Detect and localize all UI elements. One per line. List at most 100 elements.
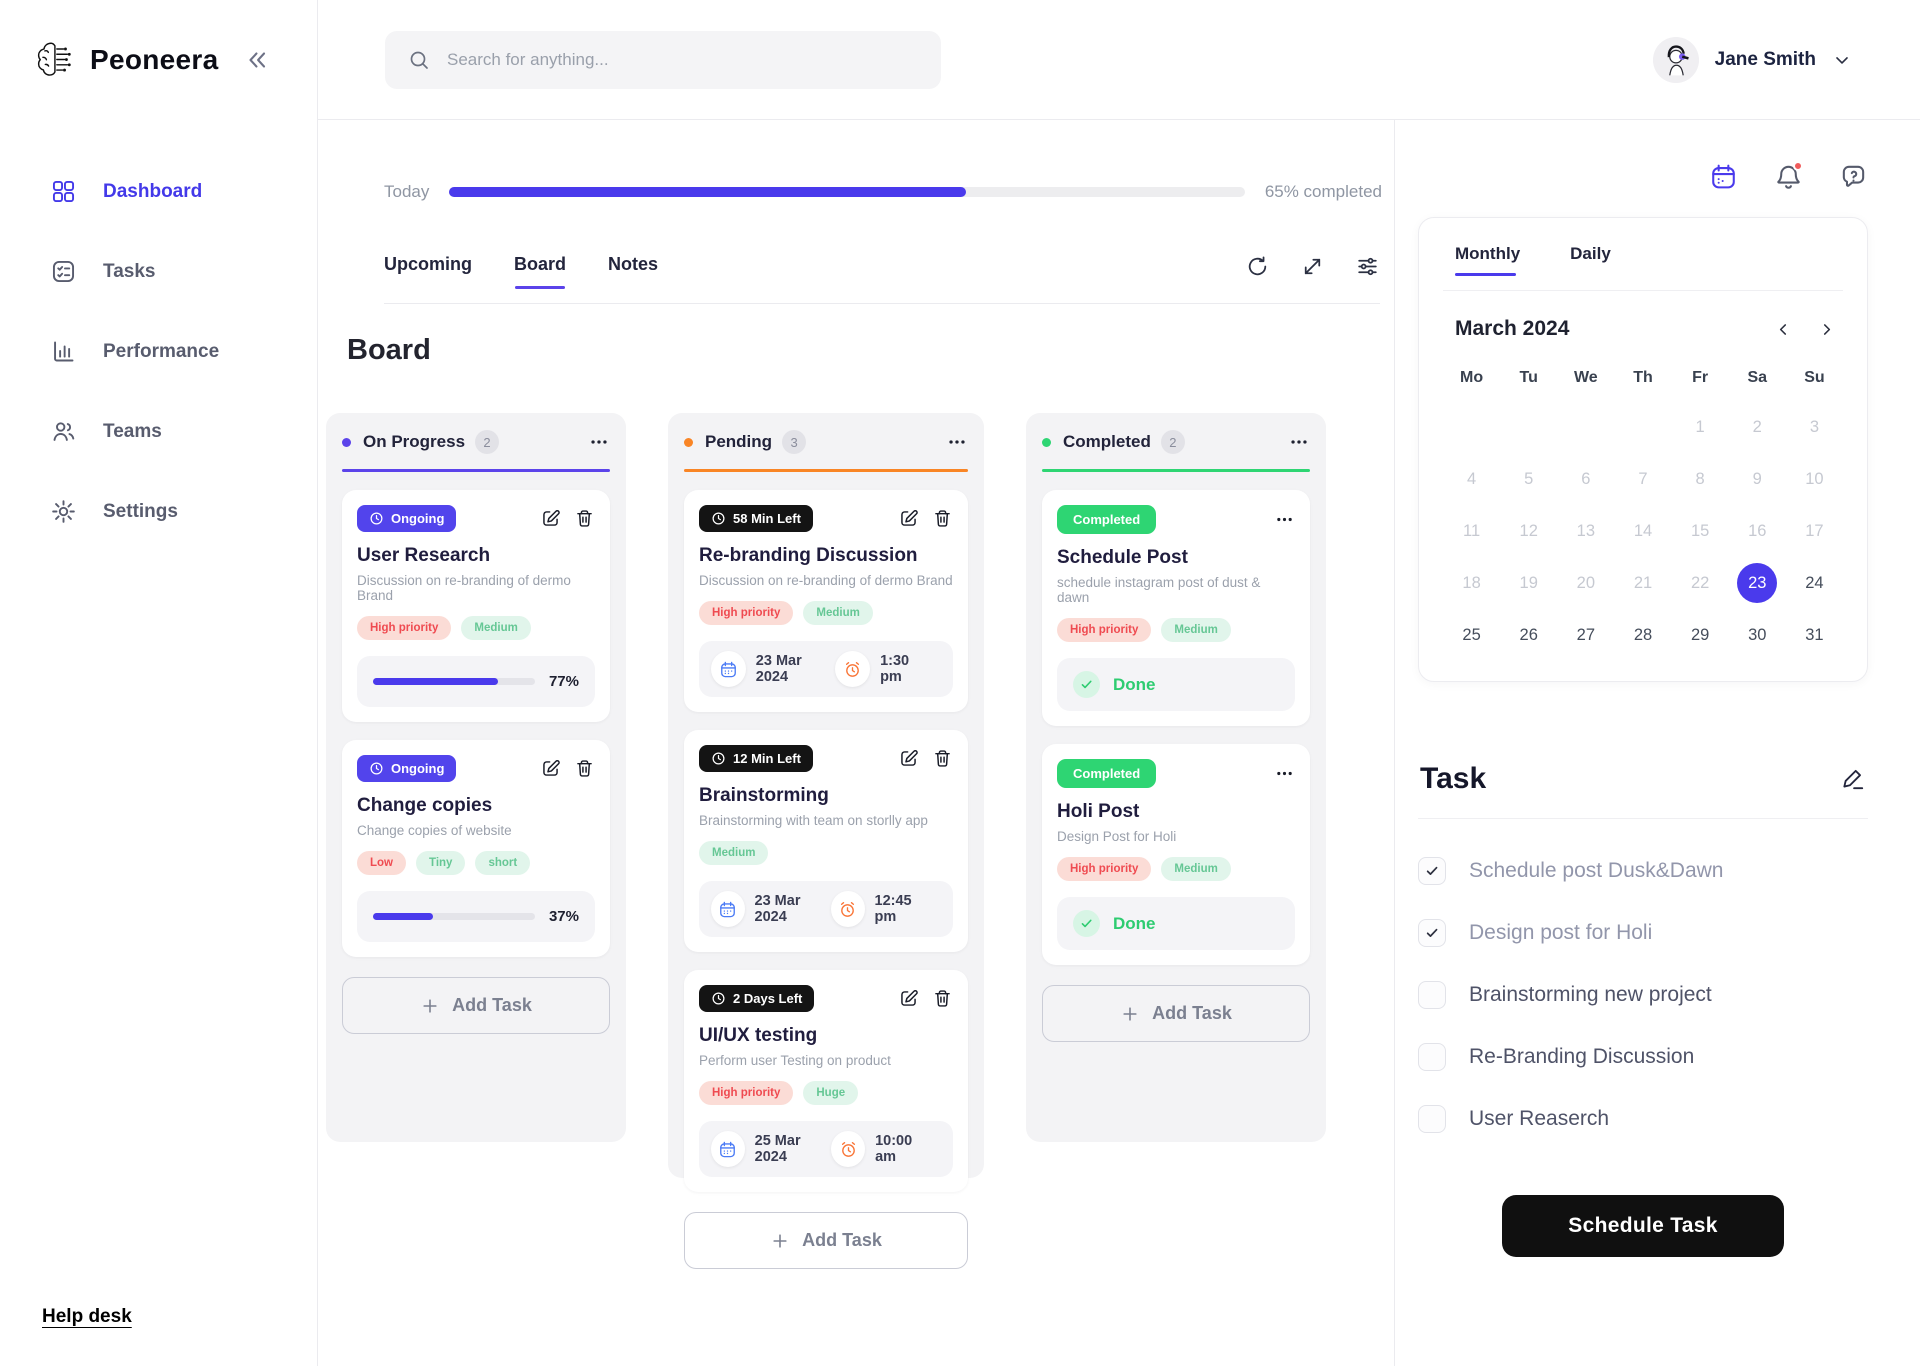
- calendar-icon[interactable]: [1709, 162, 1738, 191]
- task-card[interactable]: Completed Holi Post Design Post for Holi Hi…: [1042, 744, 1310, 965]
- task-card[interactable]: 12 Min Left Brainstorming Brainstorming wi…: [684, 730, 968, 952]
- column-more-icon[interactable]: [1288, 431, 1310, 453]
- column-header: Completed 2: [1042, 430, 1310, 454]
- edit-icon[interactable]: [898, 508, 919, 529]
- calendar-tab-monthly[interactable]: Monthly: [1455, 244, 1520, 276]
- calendar-tab-daily[interactable]: Daily: [1570, 244, 1611, 263]
- trash-icon[interactable]: [574, 758, 595, 779]
- calendar-day-selected[interactable]: 23: [1729, 559, 1786, 607]
- calendar-day[interactable]: 31: [1786, 611, 1843, 659]
- edit-icon[interactable]: [898, 988, 919, 1009]
- add-task-button[interactable]: Add Task: [342, 977, 610, 1034]
- calendar-day[interactable]: 29: [1672, 611, 1729, 659]
- card-more-icon[interactable]: [1274, 763, 1295, 784]
- calendar-day-number: 4: [1466, 469, 1477, 488]
- edit-icon[interactable]: [540, 758, 561, 779]
- calendar-day[interactable]: 11: [1443, 507, 1500, 555]
- calendar-day[interactable]: 4: [1443, 455, 1500, 503]
- user-menu[interactable]: Jane Smith: [1652, 36, 1852, 83]
- refresh-icon[interactable]: [1245, 254, 1270, 279]
- quick-icons: [1418, 161, 1868, 191]
- sidebar-item-teams[interactable]: Teams: [50, 418, 317, 445]
- trash-icon[interactable]: [932, 988, 953, 1009]
- calendar-day[interactable]: 12: [1500, 507, 1557, 555]
- task-card[interactable]: 58 Min Left Re-branding Discussion Discuss…: [684, 490, 968, 712]
- task-list-item: Design post for Holi: [1418, 919, 1868, 947]
- next-month-icon[interactable]: [1818, 321, 1835, 338]
- calendar-day[interactable]: 20: [1557, 559, 1614, 607]
- prev-month-icon[interactable]: [1775, 321, 1792, 338]
- task-card[interactable]: Ongoing User Research Discussion on re-bra…: [342, 490, 610, 722]
- edit-icon[interactable]: [540, 508, 561, 529]
- card-header: Completed: [1057, 759, 1295, 788]
- calendar-day[interactable]: 5: [1500, 455, 1557, 503]
- teams-icon: [50, 418, 77, 445]
- task-card[interactable]: Completed Schedule Post schedule instagram…: [1042, 490, 1310, 726]
- calendar-day[interactable]: 6: [1557, 455, 1614, 503]
- trash-icon[interactable]: [932, 508, 953, 529]
- edit-tasks-icon[interactable]: [1840, 766, 1866, 792]
- column-more-icon[interactable]: [946, 431, 968, 453]
- calendar-day[interactable]: 18: [1443, 559, 1500, 607]
- checkbox-unchecked[interactable]: [1418, 1043, 1446, 1071]
- tab-upcoming[interactable]: Upcoming: [384, 254, 472, 274]
- help-desk-link[interactable]: Help desk: [42, 1306, 132, 1327]
- calendar-day[interactable]: 24: [1786, 559, 1843, 607]
- column-accent-line: [684, 469, 968, 472]
- sidebar-collapse-icon[interactable]: [244, 47, 270, 73]
- performance-icon: [50, 338, 77, 365]
- calendar-day[interactable]: 22: [1672, 559, 1729, 607]
- sidebar-item-tasks[interactable]: Tasks: [50, 258, 317, 285]
- bell-icon[interactable]: [1774, 161, 1803, 191]
- card-more-icon[interactable]: [1274, 509, 1295, 530]
- filter-sliders-icon[interactable]: [1355, 254, 1380, 279]
- trash-icon[interactable]: [574, 508, 595, 529]
- sidebar-item-performance[interactable]: Performance: [50, 338, 317, 365]
- sidebar-item-settings[interactable]: Settings: [50, 498, 317, 525]
- column-more-icon[interactable]: [588, 431, 610, 453]
- main-content: Today 65% completed Upcoming Board Notes: [318, 120, 1395, 1366]
- schedule-task-button[interactable]: Schedule Task: [1502, 1195, 1784, 1257]
- weekday-header: Fr: [1692, 369, 1709, 386]
- calendar-day[interactable]: 7: [1614, 455, 1671, 503]
- add-task-button[interactable]: Add Task: [1042, 985, 1310, 1042]
- search-input[interactable]: [447, 49, 919, 70]
- tasks-icon: [50, 258, 77, 285]
- calendar-day[interactable]: 13: [1557, 507, 1614, 555]
- task-card[interactable]: Ongoing Change copies Change copies of web…: [342, 740, 610, 957]
- card-schedule: 23 Mar 2024 1:30 pm: [699, 641, 953, 697]
- calendar-day[interactable]: 21: [1614, 559, 1671, 607]
- checkbox-unchecked[interactable]: [1418, 1105, 1446, 1133]
- calendar-day-number: 25: [1462, 625, 1481, 644]
- calendar-day[interactable]: 10: [1786, 455, 1843, 503]
- edit-icon[interactable]: [898, 748, 919, 769]
- search-bar[interactable]: [385, 30, 941, 89]
- checkbox-checked[interactable]: [1418, 857, 1446, 885]
- calendar-day[interactable]: 2: [1729, 403, 1786, 451]
- calendar-day[interactable]: 30: [1729, 611, 1786, 659]
- task-card[interactable]: 2 Days Left UI/UX testing Perform user Tes…: [684, 970, 968, 1192]
- expand-icon[interactable]: [1300, 254, 1325, 279]
- calendar-day[interactable]: 17: [1786, 507, 1843, 555]
- help-icon[interactable]: [1839, 162, 1868, 191]
- calendar-day[interactable]: 26: [1500, 611, 1557, 659]
- checkbox-unchecked[interactable]: [1418, 981, 1446, 1009]
- add-task-button[interactable]: Add Task: [684, 1212, 968, 1269]
- calendar-day[interactable]: 19: [1500, 559, 1557, 607]
- calendar-day[interactable]: 1: [1672, 403, 1729, 451]
- calendar-day[interactable]: 9: [1729, 455, 1786, 503]
- trash-icon[interactable]: [932, 748, 953, 769]
- tab-notes[interactable]: Notes: [608, 254, 659, 274]
- calendar-day[interactable]: 25: [1443, 611, 1500, 659]
- calendar-day[interactable]: 15: [1672, 507, 1729, 555]
- calendar-day[interactable]: 28: [1614, 611, 1671, 659]
- calendar-day[interactable]: 3: [1786, 403, 1843, 451]
- calendar-day[interactable]: 14: [1614, 507, 1671, 555]
- sidebar-item-dashboard[interactable]: Dashboard: [50, 178, 317, 205]
- calendar-day[interactable]: 16: [1729, 507, 1786, 555]
- tab-board[interactable]: Board: [514, 254, 566, 289]
- date-icon: [711, 891, 745, 927]
- calendar-day[interactable]: 8: [1672, 455, 1729, 503]
- calendar-day[interactable]: 27: [1557, 611, 1614, 659]
- checkbox-checked[interactable]: [1418, 919, 1446, 947]
